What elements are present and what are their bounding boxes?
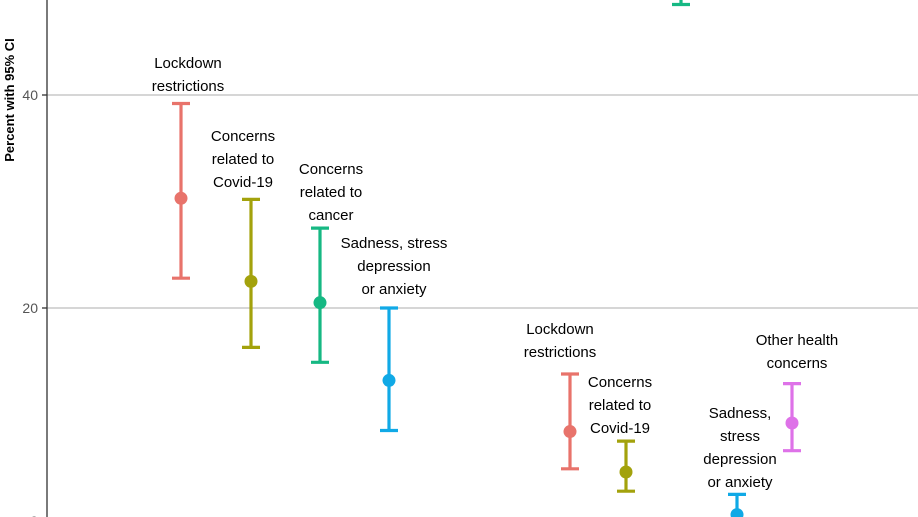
error-bar-point bbox=[172, 101, 190, 280]
point-label: Other health concerns bbox=[756, 332, 839, 372]
estimate-point bbox=[174, 191, 188, 205]
point-label-line: restrictions bbox=[152, 78, 225, 95]
y-tick-label: 0 bbox=[30, 513, 38, 517]
estimate-point bbox=[785, 416, 799, 430]
point-label-line: Covid-19 bbox=[213, 174, 273, 191]
y-tick-label: 40 bbox=[22, 87, 38, 103]
y-axis-ticks: 0 20 40 bbox=[22, 87, 47, 517]
estimate-point bbox=[244, 274, 258, 288]
point-label-line: Concerns bbox=[588, 374, 652, 391]
point-label-line: depression bbox=[703, 451, 776, 468]
estimate-point bbox=[730, 508, 744, 517]
point-label: Lockdown restrictions bbox=[524, 321, 597, 361]
error-bar-point bbox=[242, 197, 260, 350]
data-marks bbox=[172, 0, 801, 517]
error-bar-point bbox=[728, 492, 746, 517]
estimate-point bbox=[313, 296, 327, 310]
point-label-line: concerns bbox=[767, 355, 828, 372]
point-label-line: Lockdown bbox=[526, 321, 594, 338]
point-label-line: or anxiety bbox=[361, 281, 427, 298]
error-bar-point bbox=[617, 439, 635, 493]
estimate-point bbox=[382, 373, 396, 387]
point-label-line: Sadness, stress bbox=[341, 235, 448, 252]
gridlines bbox=[47, 94, 918, 309]
point-label-line: related to bbox=[300, 184, 363, 201]
point-label: Concerns related to Covid-19 bbox=[211, 128, 275, 191]
point-label: Sadness, stress depression or anxiety bbox=[703, 405, 776, 491]
error-bar-point bbox=[672, 0, 690, 7]
error-bar-point bbox=[380, 306, 398, 433]
error-bar-point bbox=[561, 372, 579, 471]
point-label-line: Other health bbox=[756, 332, 839, 349]
point-label: Concerns related to cancer bbox=[299, 161, 363, 224]
estimate-point bbox=[563, 425, 577, 439]
point-label-line: Concerns bbox=[299, 161, 363, 178]
point-label: Sadness, stress depression or anxiety bbox=[341, 235, 448, 298]
point-label: Concerns related to Covid-19 bbox=[588, 374, 652, 437]
estimate-point bbox=[619, 465, 633, 479]
point-label: Lockdown restrictions bbox=[152, 55, 225, 95]
point-label-line: Covid-19 bbox=[590, 420, 650, 437]
error-bar-point bbox=[311, 226, 329, 364]
point-label-line: related to bbox=[212, 151, 275, 168]
point-label-line: Concerns bbox=[211, 128, 275, 145]
point-label-line: related to bbox=[589, 397, 652, 414]
point-label-line: stress bbox=[720, 428, 760, 445]
point-label-line: restrictions bbox=[524, 344, 597, 361]
y-tick-label: 20 bbox=[22, 300, 38, 316]
error-bar-point bbox=[783, 382, 801, 453]
point-label-line: Lockdown bbox=[154, 55, 222, 72]
point-label-line: Sadness, bbox=[709, 405, 772, 422]
point-label-line: cancer bbox=[308, 207, 353, 224]
y-axis-title: Percent with 95% CI bbox=[2, 38, 17, 162]
point-label-line: depression bbox=[357, 258, 430, 275]
point-label-line: or anxiety bbox=[707, 474, 773, 491]
